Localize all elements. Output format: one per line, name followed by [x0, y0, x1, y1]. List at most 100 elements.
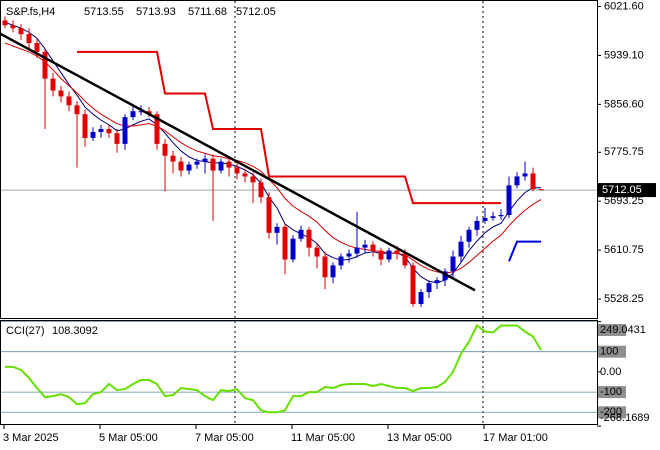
- ohlc-high: 5713.93: [136, 6, 176, 18]
- x-tick-label: 3 Mar 2025: [3, 432, 59, 444]
- candle-body: [186, 164, 192, 171]
- candle-body: [490, 216, 496, 218]
- candle-body: [138, 111, 144, 113]
- candle-body: [282, 226, 288, 260]
- candle-body: [50, 78, 56, 91]
- candle-body: [466, 229, 472, 242]
- overlay-line: [77, 50, 501, 205]
- candle-body: [274, 226, 280, 233]
- y-tick-label: 5775.75: [604, 146, 644, 158]
- candle-body: [90, 131, 96, 138]
- y-tick-label: -100: [600, 386, 622, 398]
- candle-body: [250, 176, 256, 183]
- candle-body: [66, 96, 72, 106]
- candle-body: [82, 114, 88, 138]
- x-tick-label: 7 Mar 05:00: [195, 432, 254, 444]
- y-tick-label: 5939.10: [604, 49, 644, 61]
- candle-body: [458, 241, 464, 257]
- candle-body: [202, 158, 208, 162]
- candle-body: [74, 105, 80, 115]
- candle-body: [194, 161, 200, 165]
- candle-body: [354, 247, 360, 254]
- candle-body: [58, 90, 64, 97]
- candle-body: [42, 51, 48, 79]
- candle-body: [402, 253, 408, 266]
- candle-body: [522, 173, 528, 177]
- x-tick-label: 17 Mar 01:00: [483, 432, 548, 444]
- candle-body: [306, 229, 312, 248]
- candle-body: [370, 244, 376, 251]
- y-tick-label: 100: [600, 346, 618, 358]
- candle-body: [362, 244, 368, 248]
- candle-body: [162, 143, 168, 156]
- candle-body: [258, 182, 264, 198]
- price-label-box: [598, 183, 656, 198]
- candle-body: [338, 256, 344, 266]
- candle-body: [322, 256, 328, 278]
- candle-body: [482, 217, 488, 221]
- candle-body: [314, 247, 320, 257]
- overlay-line: [508, 240, 541, 262]
- candle-body: [98, 129, 104, 132]
- candle-body: [434, 280, 440, 284]
- symbol: S&P.fs,H4: [6, 6, 55, 18]
- candle-body: [2, 20, 8, 26]
- ohlc-open: 5713.55: [84, 6, 124, 18]
- price-label: 5712.05: [602, 184, 642, 196]
- candle-body: [506, 185, 512, 216]
- tick-box: [598, 406, 626, 419]
- candle-body: [538, 189, 544, 191]
- candle-body: [114, 133, 120, 144]
- candle-body: [210, 158, 216, 171]
- candle-body: [298, 229, 304, 239]
- cci-title: CCI(27): [6, 325, 45, 337]
- y-tick-label: 5693.25: [604, 195, 644, 207]
- x-tick-label: 13 Mar 05:00: [387, 432, 452, 444]
- y-tick-label: 5610.75: [604, 244, 644, 256]
- x-tick-label: 11 Mar 05:00: [291, 432, 355, 444]
- candle-body: [514, 176, 520, 186]
- y-tick-label: 5528.25: [604, 293, 644, 305]
- candle-body: [218, 161, 224, 171]
- y-tick-label: 0.00: [600, 366, 621, 378]
- candle-body: [442, 271, 448, 281]
- main-panel-frame: [0, 0, 598, 319]
- candle-body: [474, 220, 480, 230]
- y-tick-label: 6021.60: [604, 0, 644, 12]
- candle-body: [18, 28, 24, 35]
- cci-value: 108.3092: [52, 325, 98, 337]
- candle-body: [154, 114, 160, 144]
- candle-body: [26, 34, 32, 44]
- overlay-line: [4, 42, 542, 274]
- candle-body: [498, 215, 504, 217]
- candle-body: [410, 265, 416, 304]
- candle-body: [34, 43, 40, 52]
- overlay-line: [4, 21, 541, 284]
- trendline: [0, 32, 476, 292]
- candle-body: [290, 238, 296, 260]
- candle-body: [530, 173, 536, 190]
- cci-line: [5, 323, 542, 414]
- candle-body: [266, 197, 272, 233]
- tick-box: [598, 324, 626, 336]
- y-tick-label: 5856.60: [604, 98, 644, 110]
- candle-body: [122, 117, 128, 144]
- candle-body: [130, 111, 136, 118]
- ohlc-low: 5711.68: [188, 6, 227, 18]
- candle-body: [242, 173, 248, 177]
- candle-body: [346, 253, 352, 257]
- y-tick-label: -268.1689: [600, 412, 650, 424]
- candle-body: [330, 265, 336, 278]
- candle-body: [226, 161, 232, 168]
- x-tick-label: 5 Mar 05:00: [99, 432, 158, 444]
- tick-box: [598, 386, 626, 399]
- candle-body: [418, 292, 424, 304]
- tick-box: [598, 345, 626, 358]
- ohlc-close: 5712.05: [236, 6, 276, 18]
- candle-body: [10, 25, 16, 29]
- candle-body: [106, 129, 112, 134]
- candle-body: [170, 155, 176, 162]
